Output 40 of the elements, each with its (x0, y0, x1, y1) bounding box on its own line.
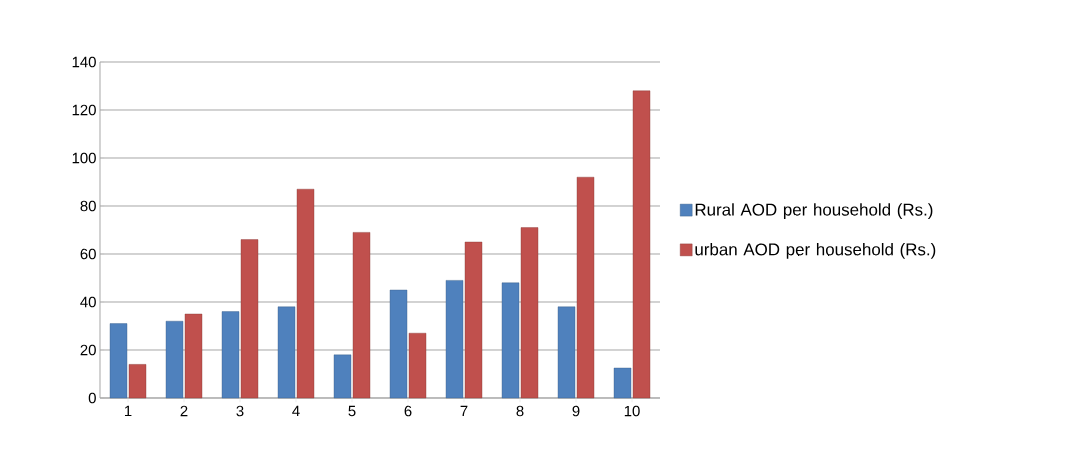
y-tick-label: 60 (80, 248, 96, 260)
bar (557, 306, 576, 399)
bar (240, 239, 259, 399)
x-tick-label: 2 (180, 405, 188, 417)
y-tick-label: 0 (88, 392, 96, 404)
bar (389, 289, 408, 399)
x-tick-label: 5 (348, 405, 356, 417)
legend-label: urban AOD per household (Rs.) (695, 243, 936, 259)
x-tick-label: 1 (124, 405, 132, 417)
x-tick-label: 6 (404, 405, 412, 417)
y-tick-label: 40 (80, 296, 96, 308)
x-tick-label: 7 (460, 405, 468, 417)
bar (632, 90, 651, 399)
y-tick-label: 120 (72, 104, 96, 116)
y-tick-label: 20 (80, 344, 96, 356)
x-tick-label: 9 (572, 405, 580, 417)
x-tick-label: 3 (236, 405, 244, 417)
bar (445, 280, 464, 399)
bar (165, 321, 184, 399)
bar (501, 282, 520, 399)
bar (576, 177, 595, 399)
bar (277, 306, 296, 399)
x-tick-label: 10 (624, 405, 640, 417)
x-tick-label: 4 (292, 405, 300, 417)
bar (520, 227, 539, 399)
bar (128, 364, 147, 399)
bar (184, 313, 203, 399)
bar (464, 241, 483, 399)
bar (109, 323, 128, 399)
bar (408, 333, 427, 399)
x-tick-label: 8 (516, 405, 524, 417)
bar (352, 232, 371, 399)
bar (296, 189, 315, 399)
y-tick-label: 80 (80, 200, 96, 212)
y-tick-label: 140 (72, 56, 96, 68)
bar (613, 367, 632, 399)
bar (221, 311, 240, 399)
y-tick-label: 100 (72, 152, 96, 164)
bar (333, 354, 352, 399)
legend-label: Rural AOD per household (Rs.) (695, 203, 933, 220)
